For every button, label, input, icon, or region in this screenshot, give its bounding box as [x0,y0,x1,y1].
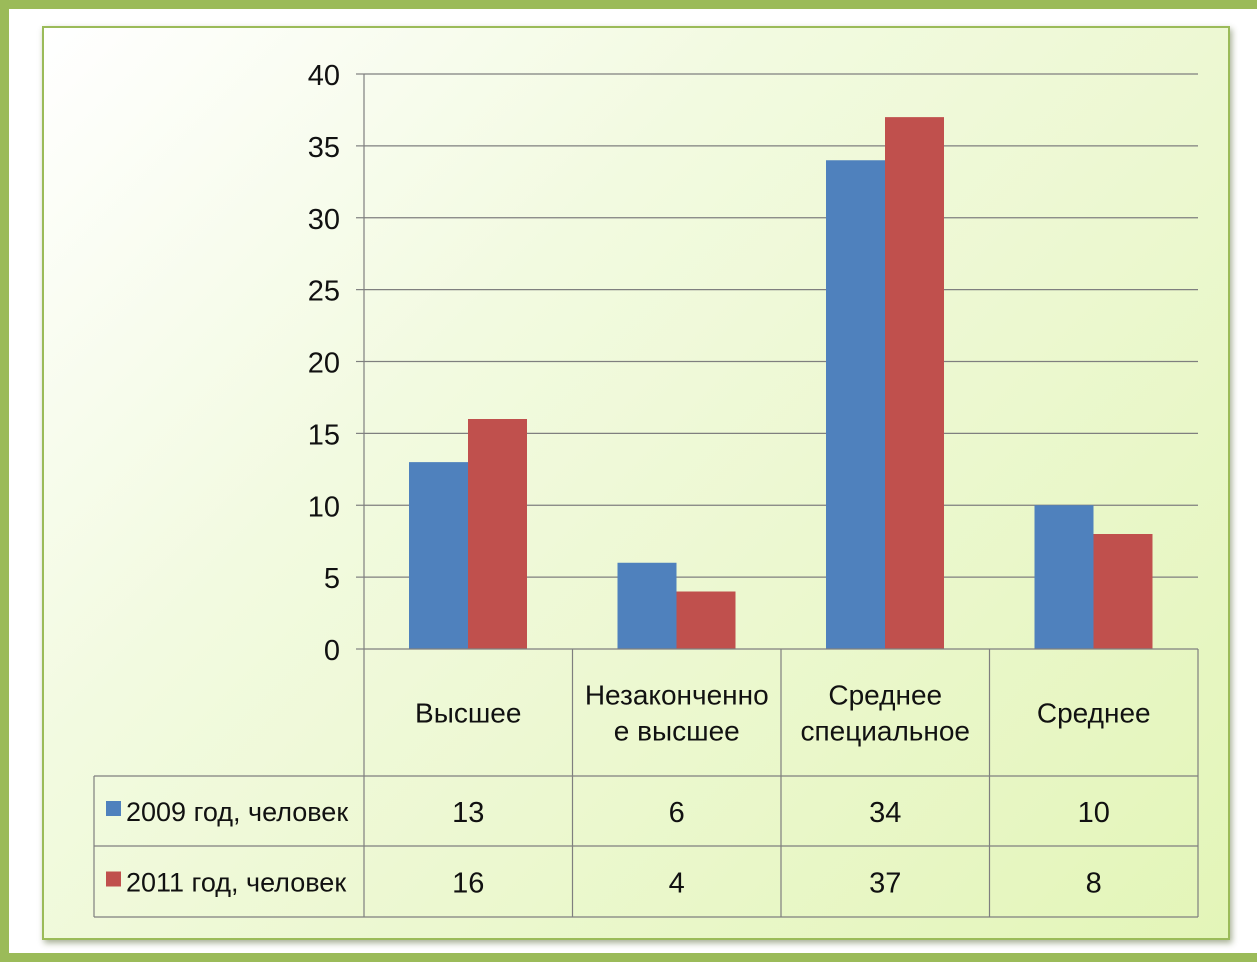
y-tick-label: 40 [308,60,340,92]
bar [617,562,677,649]
category-label: Незаконченно е высшее [585,680,769,747]
data-table: Высшее Незаконченно е высшее Среднее специал… [93,648,1199,918]
y-tick-label: 25 [308,276,340,308]
series-name: 2011 год, человек [126,868,346,898]
series-name: 2009 год, человек [126,797,348,827]
bar [468,419,527,649]
table-value: 37 [869,868,901,900]
table-value: 10 [1078,797,1110,829]
y-tick-label: 5 [324,563,340,595]
bar [676,591,736,649]
table-value: 8 [1086,868,1102,900]
y-tick-label: 0 [324,635,340,667]
legend-key [106,871,121,887]
bar [826,160,885,649]
table-value: 13 [452,797,484,829]
y-tick-label: 30 [308,204,340,236]
y-tick-label: 35 [308,132,340,164]
y-tick-label: 20 [308,348,340,380]
table-value: 34 [869,797,901,829]
category-label: Среднее специальное [800,680,970,747]
y-axis: 0 5 10 15 20 25 30 35 40 [308,60,365,667]
table-value: 4 [669,868,685,900]
y-tick-label: 15 [308,419,340,451]
legend-key [106,801,121,816]
table-value: 6 [669,797,685,829]
chart-panel [42,26,1230,940]
bars [409,117,1153,649]
table-value: 16 [452,868,484,900]
bar [409,462,468,649]
category-label: Среднее [1037,698,1151,729]
bar [1034,505,1094,649]
bar [885,117,944,649]
y-tick-label: 10 [308,491,340,523]
bar [1093,534,1153,649]
category-label: Высшее [415,698,521,729]
